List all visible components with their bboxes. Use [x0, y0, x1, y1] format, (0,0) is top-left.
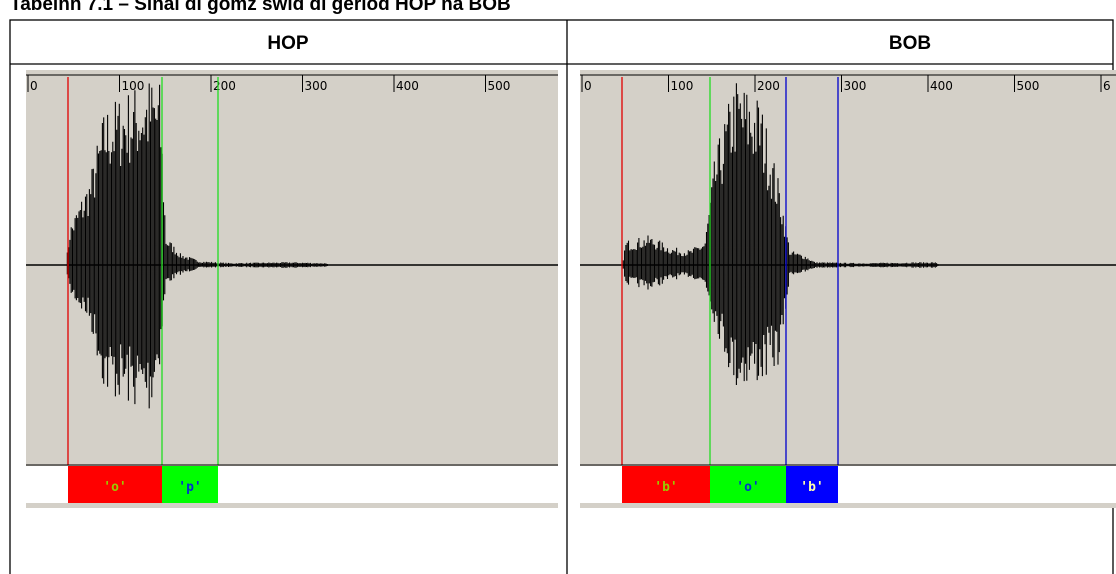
ruler-label: 0	[584, 79, 592, 93]
ruler-label: 400	[396, 79, 419, 93]
column-header: HOP	[267, 33, 309, 54]
caption: Tabelnn 7.1 – Sinal di gomz swid di gerl…	[10, 0, 511, 15]
ruler-label: 200	[757, 79, 780, 93]
segment	[162, 466, 218, 503]
ruler-label: 400	[930, 79, 953, 93]
waveform	[66, 83, 330, 409]
segment	[68, 466, 162, 503]
ruler-label: 100	[671, 79, 694, 93]
waveform-panel: 0 100 200 300 400 500 'o' 'p'	[26, 70, 558, 508]
segment	[786, 466, 838, 503]
waveform-panel: 0 100 200 300 400 500 6 'b' 'o' 'b'	[580, 70, 1116, 508]
ruler-label: 300	[305, 79, 328, 93]
waveform	[622, 83, 940, 385]
segment-label: 'b'	[800, 480, 823, 495]
segment	[622, 466, 710, 503]
panel-bg	[580, 70, 1116, 508]
segment-label: 'b'	[654, 480, 677, 495]
segment-label: 'p'	[178, 480, 201, 495]
panel-bg	[26, 70, 558, 508]
ruler-label: 0	[30, 79, 38, 93]
ruler-label: 300	[844, 79, 867, 93]
ruler-label: 200	[213, 79, 236, 93]
segment-label: 'o'	[736, 480, 759, 495]
ruler-label: 500	[1017, 79, 1040, 93]
segment-label: 'o'	[103, 480, 126, 495]
ruler-label: 100	[122, 79, 145, 93]
ruler-label: 6	[1103, 79, 1111, 93]
segment	[710, 466, 786, 503]
ruler-label: 500	[488, 79, 511, 93]
column-header: BOB	[889, 33, 931, 54]
